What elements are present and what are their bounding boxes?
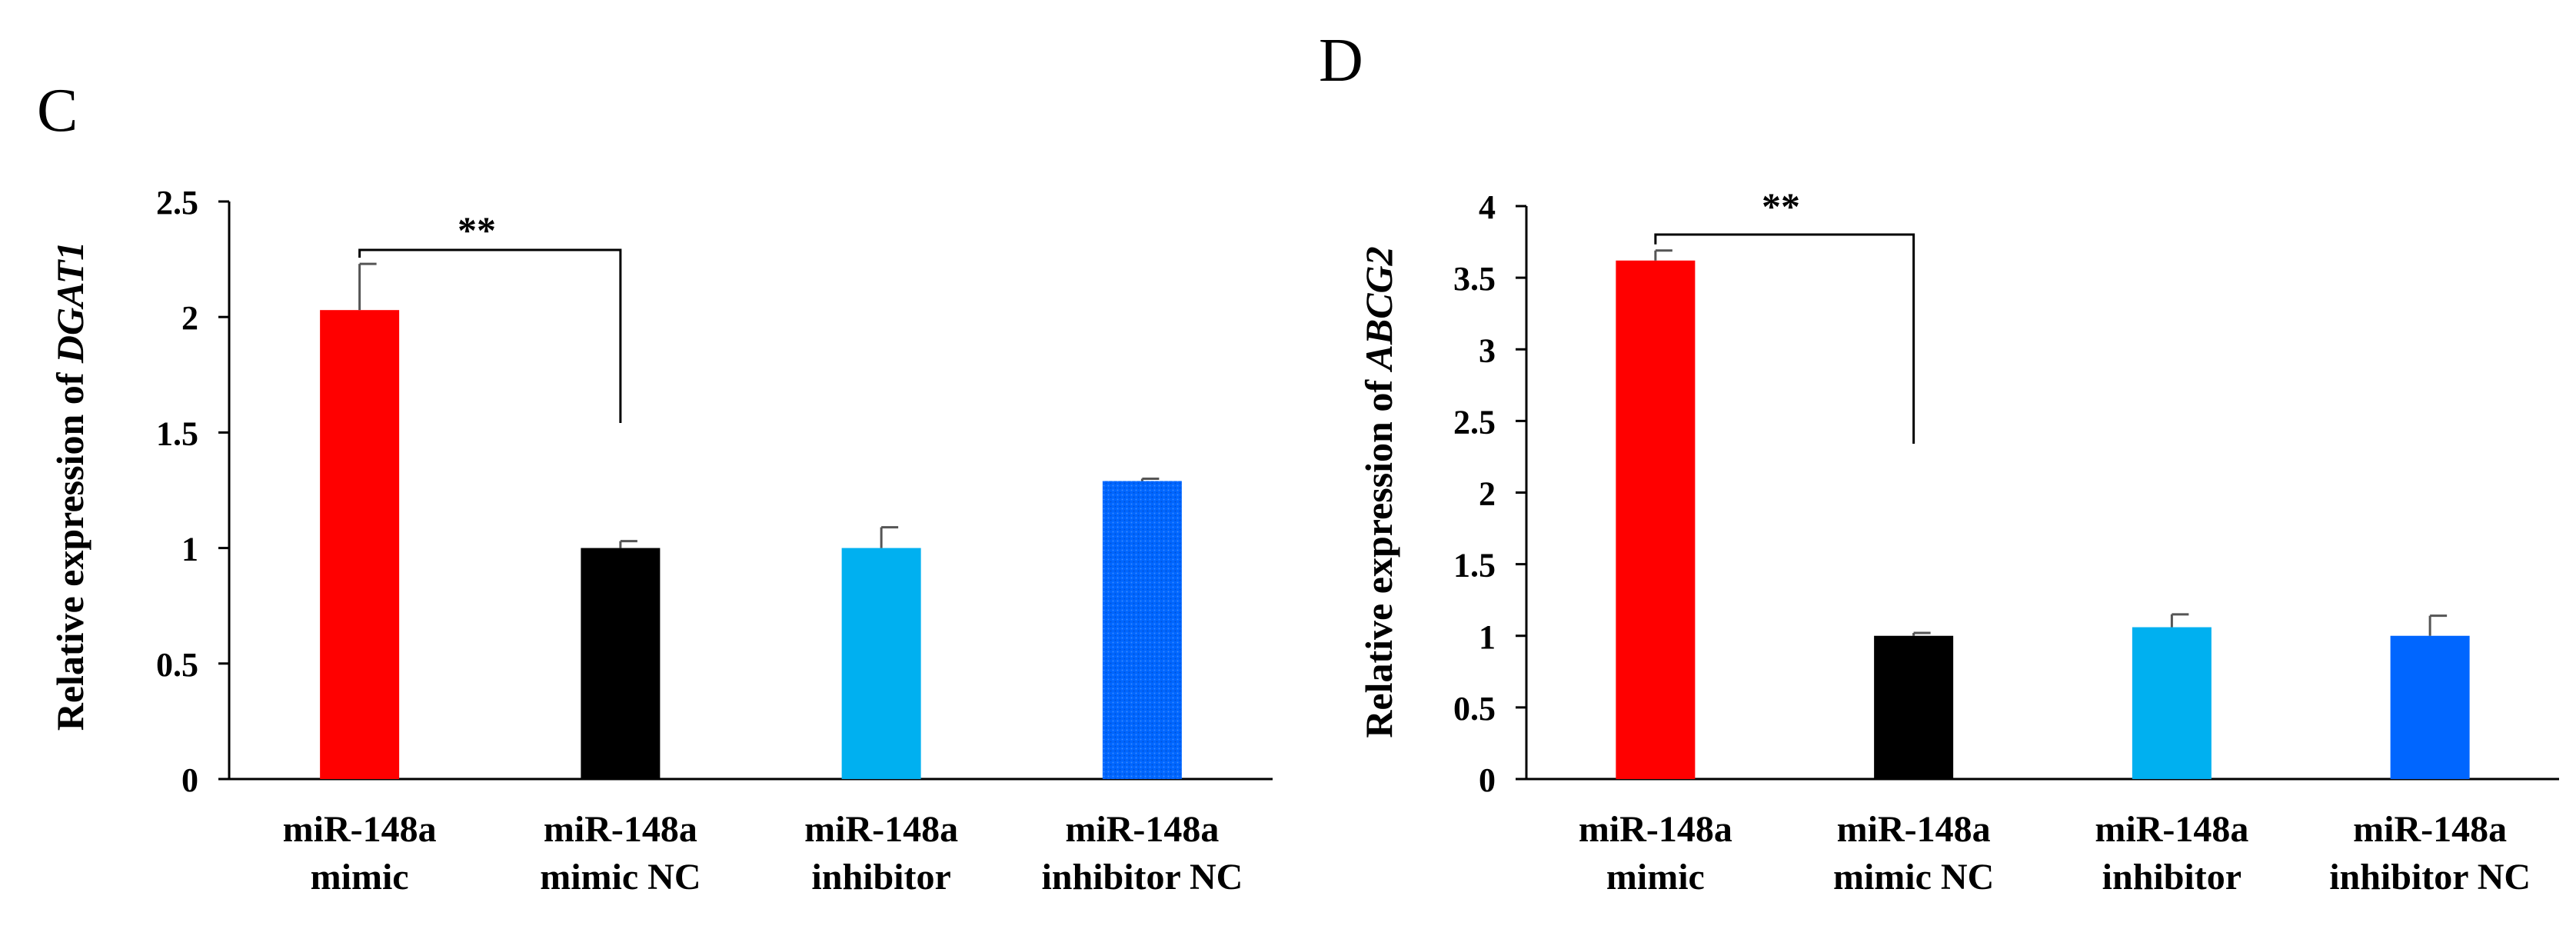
panel-d-y-tick-label: 1 (1479, 618, 1496, 656)
panel-d-significance-bracket (1654, 233, 1915, 444)
panel-c-y-tick-label: 0 (181, 761, 198, 799)
panel-d-significance-label: ** (1762, 185, 1800, 228)
panel-c-bar (1102, 481, 1182, 779)
panel-d-y-tick-label: 2 (1479, 475, 1496, 513)
panel-d-category-label: mimic (1606, 857, 1705, 897)
panel-c-y-tick-label: 1.5 (156, 415, 198, 452)
panel-c-ylabel-gene: DGAT1 (48, 241, 92, 364)
panel-c-bar (320, 310, 400, 779)
panel-c-y-tick-label: 0.5 (156, 646, 198, 684)
panel-d-ylabel: Relative expression of ABCG2 (1357, 246, 1400, 738)
panel-d-category-label: mimic NC (1833, 857, 1994, 897)
panel-c-bar (581, 548, 661, 779)
panel-d-category-label: miR-148a (2353, 809, 2507, 850)
panel-d-category-label: inhibitor NC (2329, 857, 2531, 897)
panel-d-category-label: miR-148a (1579, 809, 1732, 850)
panel-c-category-label: inhibitor (811, 857, 950, 897)
panel-d-y-tick-label: 0.5 (1453, 690, 1496, 728)
panel-d-ylabel-prefix: Relative expression of (1357, 370, 1400, 738)
panel-c-category-label: miR-148a (544, 809, 697, 850)
panel-c-category-label: mimic NC (540, 857, 701, 897)
panel-c-significance-bracket (358, 248, 622, 423)
panel-d-category-label: inhibitor (2102, 857, 2242, 897)
panel-d-category-label: miR-148a (1837, 809, 1991, 850)
panel-c-y-tick-label: 2.5 (156, 184, 198, 221)
panel-d-bar (1616, 260, 1696, 779)
panel-c-y-tick-label: 1 (181, 531, 198, 568)
panel-d-bar (2390, 635, 2470, 779)
panel-c-category-label: miR-148a (804, 809, 958, 850)
panel-c-category-label: miR-148a (283, 809, 437, 850)
panel-c-category-label: mimic (311, 857, 409, 897)
panel-d-y-tick-label: 0 (1479, 761, 1496, 799)
panel-c-significance-label: ** (458, 208, 496, 251)
panel-d-category-label: miR-148a (2095, 809, 2248, 850)
panel-c-y-tick-label: 2 (181, 299, 198, 337)
panel-c-ylabel-prefix: Relative expression of (48, 363, 92, 731)
panel-d-letter: D (1319, 27, 1363, 95)
panel-d-y-tick-label: 1.5 (1453, 547, 1496, 584)
panel-c-chart: C Relative expression of DGAT1 ** 0 0.5 1 1… (37, 77, 1273, 897)
panel-d-chart: D Relative expression of ABCG2 ** 0 0.5 1 1… (1319, 27, 2559, 897)
panel-c-category-label: inhibitor NC (1041, 857, 1243, 897)
panel-d-y-tick-label: 4 (1479, 188, 1496, 226)
panel-c-category-label: miR-148a (1065, 809, 1219, 850)
panel-d-bar (2132, 627, 2212, 779)
panel-d-y-tick-label: 2.5 (1453, 403, 1496, 441)
panel-d-y-tick-label: 3 (1479, 331, 1496, 369)
panel-d-ylabel-gene: ABCG2 (1357, 246, 1400, 372)
panel-c-bar (841, 548, 921, 779)
panel-c-letter: C (37, 77, 78, 145)
panel-d-y-tick-label: 3.5 (1453, 260, 1496, 298)
panel-d-bar (1874, 635, 1954, 779)
panel-c-ylabel: Relative expression of DGAT1 (48, 241, 92, 731)
